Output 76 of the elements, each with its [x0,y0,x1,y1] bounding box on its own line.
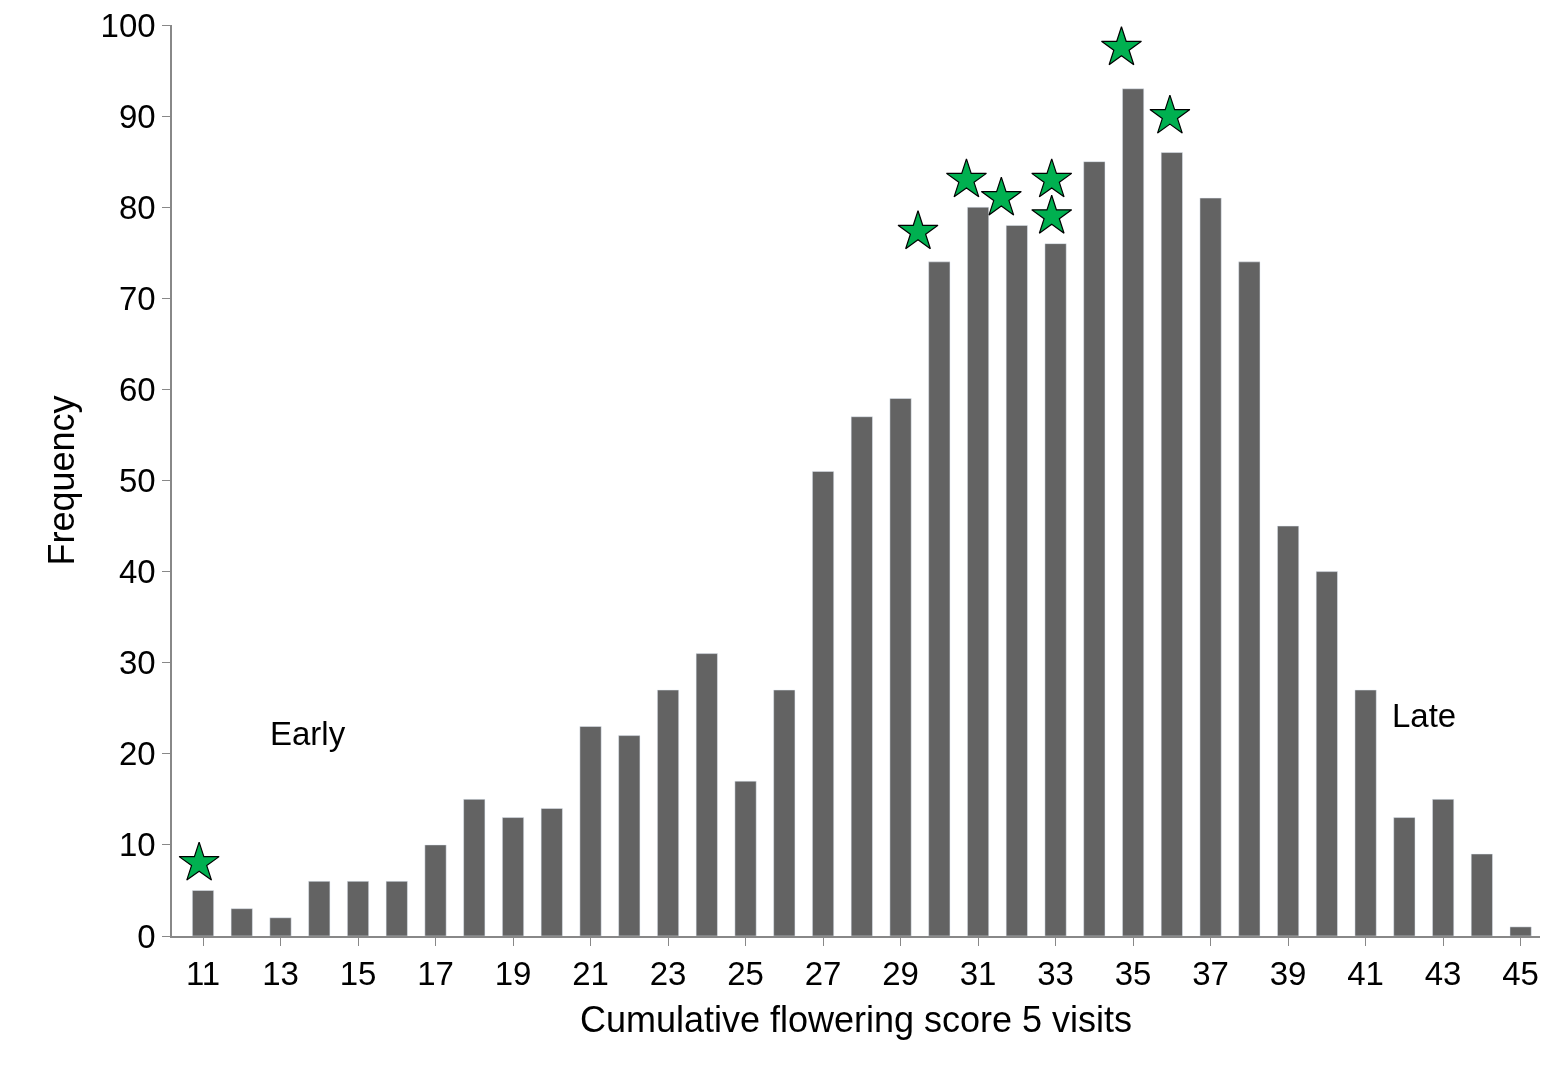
y-tick-label: 0 [137,917,156,955]
bar [657,689,679,936]
bar [1044,243,1067,936]
bar [1199,197,1222,936]
point [897,210,939,250]
x-tick-label: 35 [1114,955,1152,993]
x-tick-label: 19 [494,955,532,993]
x-tick-label: 43 [1424,955,1462,993]
x-tick-label: 13 [262,955,299,993]
bar [1315,571,1338,936]
bar [347,881,369,936]
bar [889,398,912,936]
point [1031,158,1073,198]
point [178,841,220,881]
x-tick-label: 29 [882,955,919,993]
bar [734,780,757,936]
bar [812,471,834,936]
y-tick-label: 40 [118,553,156,591]
bar [1005,225,1028,936]
x-tick-label: 37 [1192,955,1229,993]
x-axis-title: Cumulative flowering score 5 visits [579,998,1133,1040]
bar [1160,152,1183,936]
bar [618,735,641,936]
y-tick-label: 100 [100,6,156,44]
y-tick-label: 60 [118,370,156,408]
bar [540,808,563,936]
x-tick-label: 45 [1502,955,1539,993]
x-tick-label: 31 [959,955,997,993]
x-tick-label: 27 [804,955,842,993]
bar [1083,161,1106,936]
x-tick-label: 23 [649,955,687,993]
bar [230,908,253,936]
y-tick-label: 10 [118,826,156,864]
bar [1354,689,1377,936]
y-tick-label: 70 [118,279,156,317]
bar [1432,799,1455,936]
bar [463,799,486,936]
y-tick-label: 30 [118,644,156,682]
x-tick-label: 39 [1269,955,1307,993]
y-tick-label: 20 [118,735,156,773]
x-tick-label: 25 [727,955,764,993]
bar [424,844,447,936]
x-tick-label: 41 [1347,955,1384,993]
point [980,176,1022,216]
y-tick-label: 80 [118,188,156,226]
bar [928,261,951,936]
y-tick-label: 50 [118,462,156,500]
bar [1509,926,1532,936]
annotation: Early [270,715,346,752]
x-tick-label: 11 [185,955,221,993]
x-tick-label: 33 [1037,955,1074,993]
point [1149,94,1191,134]
bar [1277,525,1300,936]
bar [308,881,331,936]
bar [192,890,214,936]
bar [1122,88,1144,936]
bar [269,917,292,936]
x-tick-label: 15 [339,955,377,993]
annotation: Late [1392,697,1457,734]
point [945,158,988,198]
bar [385,881,408,936]
bar [967,206,989,936]
bar [579,726,602,936]
y-tick-label: 90 [118,97,156,135]
bar [1470,853,1493,936]
bar [773,689,796,936]
x-tick-label: 17 [417,955,454,993]
point [1031,194,1073,234]
bar [850,416,873,936]
x-tick-label: 21 [572,955,609,993]
y-axis-title: Frequency [40,395,82,566]
bar [1238,261,1261,936]
point [1100,26,1143,66]
bar [695,653,718,936]
bar [502,817,524,936]
bar [1393,817,1416,936]
